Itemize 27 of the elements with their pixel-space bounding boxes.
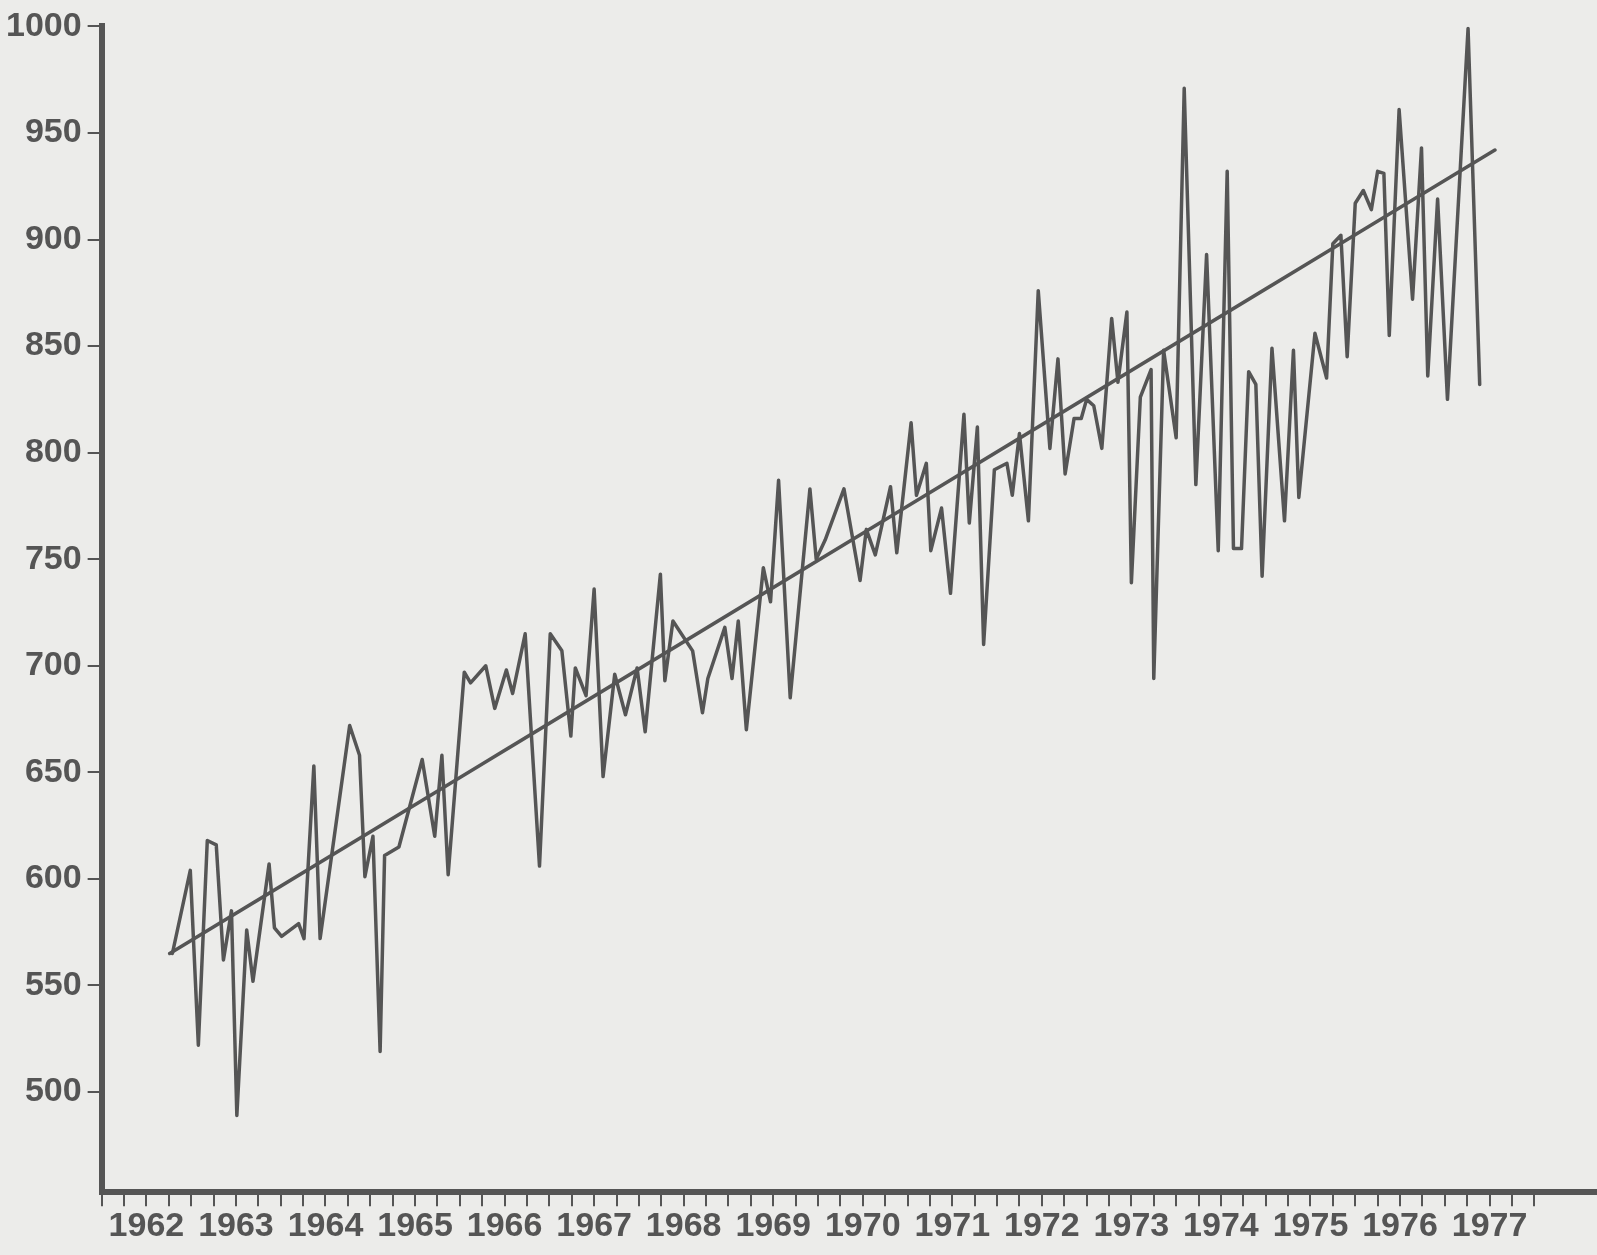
y-tick-label: 750	[24, 537, 82, 576]
y-tick-label: 600	[24, 857, 82, 896]
x-tick-label: 1963	[198, 1204, 274, 1243]
x-tick-label: 1976	[1362, 1204, 1438, 1243]
x-tick-label: 1962	[108, 1204, 185, 1243]
x-tick-label: 1970	[824, 1204, 901, 1243]
x-tick-label: 1964	[287, 1204, 364, 1243]
x-tick-label: 1968	[645, 1204, 722, 1243]
y-tick-label: 850	[24, 324, 82, 363]
y-tick-label: 900	[24, 217, 82, 256]
y-tick-label: 950	[24, 111, 82, 150]
x-tick-label: 1971	[914, 1204, 991, 1243]
x-tick-label: 1969	[735, 1204, 812, 1243]
y-tick-label: 650	[24, 750, 82, 789]
x-tick-label: 1966	[466, 1204, 543, 1243]
x-tick-label: 1973	[1093, 1204, 1170, 1243]
y-tick-label: 800	[24, 431, 82, 470]
x-tick-label: 1977	[1451, 1204, 1528, 1243]
x-tick-label: 1975	[1272, 1204, 1349, 1243]
x-tick-label: 1974	[1183, 1204, 1259, 1243]
y-tick-label: 1000	[6, 4, 82, 43]
x-tick-label: 1972	[1004, 1204, 1080, 1243]
x-tick-label: 1965	[377, 1204, 453, 1243]
x-tick-label: 1967	[556, 1204, 632, 1243]
y-tick-label: 700	[24, 644, 82, 683]
y-tick-label: 500	[24, 1070, 82, 1109]
y-tick-label: 550	[24, 963, 82, 1002]
